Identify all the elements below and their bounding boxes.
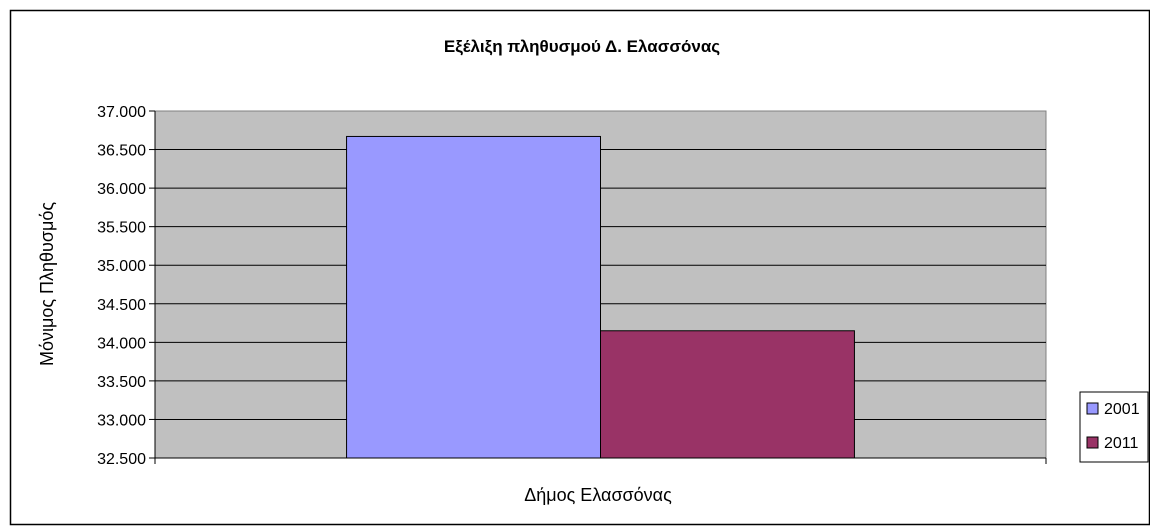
- legend: 2001 2011: [1079, 391, 1149, 463]
- bars: [346, 135, 855, 459]
- y-tick-label: 32.500: [97, 451, 146, 468]
- legend-swatch-2001: [1086, 402, 1099, 415]
- legend-label-2001: 2001: [1104, 401, 1140, 418]
- y-tick-label: 33.500: [97, 374, 146, 391]
- y-tick-label: 35.000: [97, 258, 146, 275]
- y-tick-label: 34.000: [97, 335, 146, 352]
- chart-title: Εξέλιξη πληθυσμού Δ. Ελασσόνας: [444, 37, 720, 56]
- bar-2001: [346, 135, 601, 459]
- x-axis-label: Δήμος Ελασσόνας: [524, 485, 672, 505]
- legend-swatch-2011: [1086, 436, 1099, 449]
- y-tick-label: 35.500: [97, 220, 146, 237]
- y-axis-label: Μόνιμος Πληθυσμός: [37, 202, 57, 366]
- y-tick-label: 37.000: [97, 104, 146, 121]
- y-tick-label: 34.500: [97, 297, 146, 314]
- y-axis-ticks: 32.500 33.000 33.500 34.000 34.500 35.000 35.5…: [97, 104, 155, 468]
- y-tick-label: 36.500: [97, 143, 146, 160]
- legend-label-2011: 2011: [1104, 435, 1139, 452]
- y-tick-label: 36.000: [97, 181, 146, 198]
- y-tick-label: 33.000: [97, 412, 146, 429]
- bar-2011: [600, 330, 855, 459]
